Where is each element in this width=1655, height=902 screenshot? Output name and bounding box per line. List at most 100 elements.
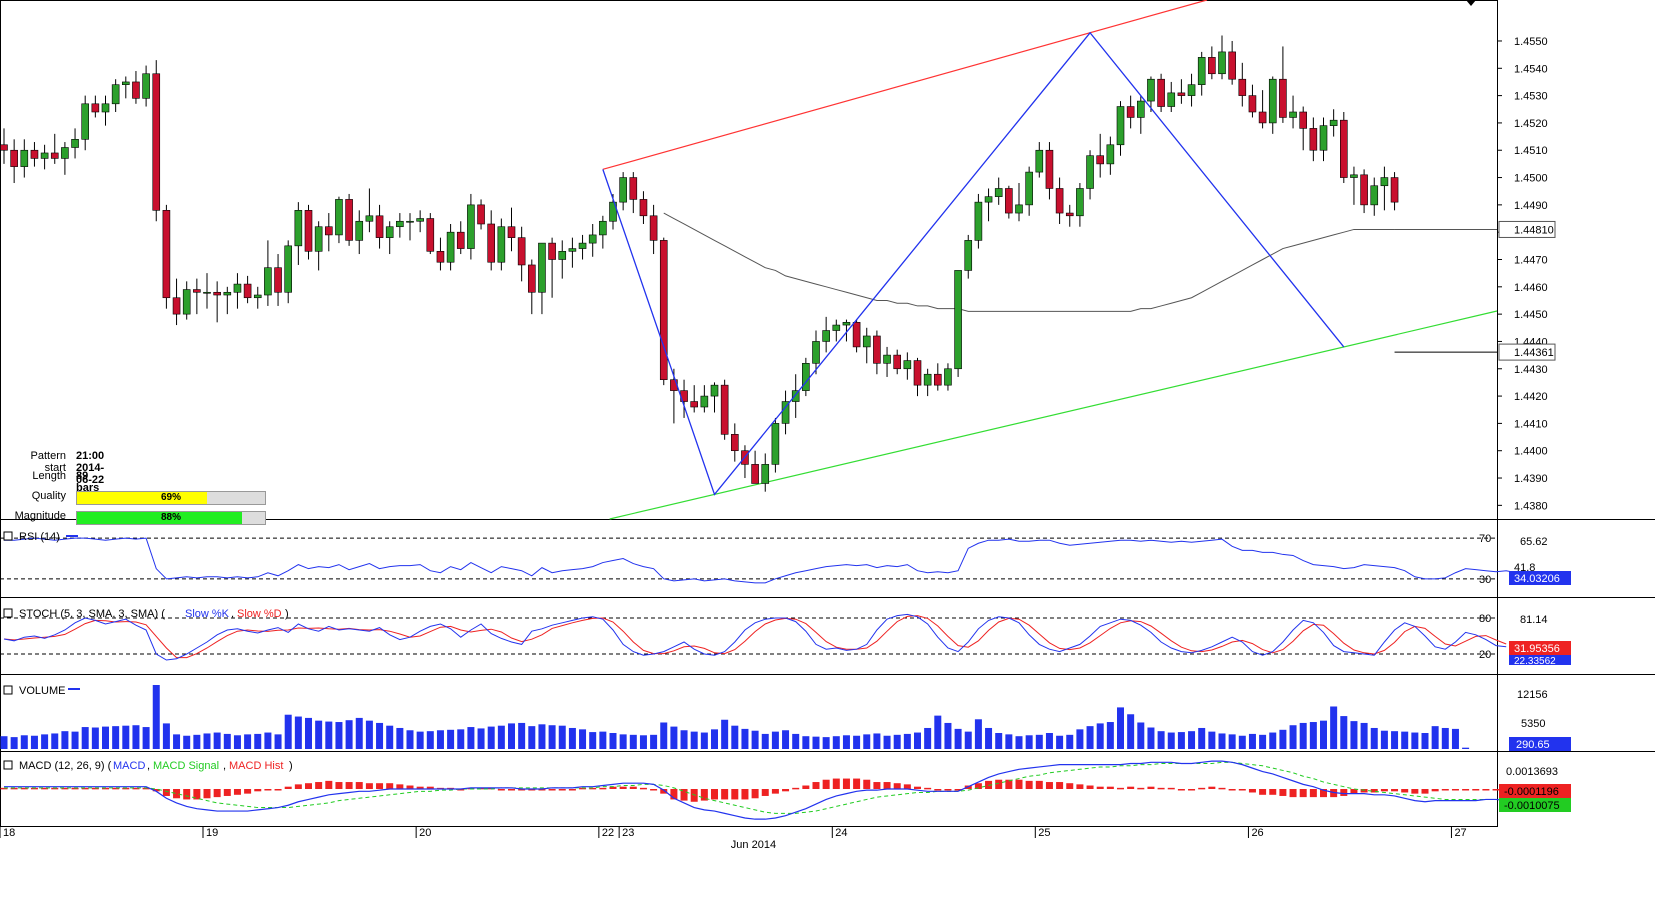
bullish-candle (1076, 188, 1084, 217)
bullish-candle (1289, 111, 1297, 118)
volume-bar (995, 733, 1003, 749)
last-price-label-box (1498, 343, 1556, 361)
volume-bar (873, 733, 881, 749)
bullish-candle (1319, 125, 1328, 151)
volume-bar (1451, 728, 1459, 749)
volume-bar (1360, 722, 1368, 749)
volume-bar (223, 733, 231, 749)
bullish-candle (81, 103, 89, 140)
volume-bar (1188, 731, 1196, 749)
x-axis-label: 26 (1251, 827, 1263, 839)
volume-bar (558, 725, 566, 749)
bearish-candle (304, 210, 313, 252)
volume-bar (528, 726, 536, 749)
bearish-candle (517, 237, 526, 266)
macd-hist-bar (497, 789, 505, 791)
macd-hist-bar (1441, 789, 1449, 791)
volume-bar (1096, 723, 1104, 749)
volume-bar (1015, 736, 1023, 749)
macd-hist-bar (51, 787, 59, 790)
volume-bar (0, 736, 8, 749)
bullish-candle (111, 84, 120, 105)
bullish-candle (101, 103, 110, 113)
bearish-candle (152, 73, 161, 211)
bullish-candle (923, 373, 932, 386)
volume-bar (477, 728, 485, 749)
volume-bar (1147, 727, 1155, 749)
bearish-candle (913, 360, 922, 386)
macd-hist-bar (599, 787, 607, 790)
macd-hist-bar (822, 779, 830, 789)
macd-hist-bar (1320, 789, 1327, 798)
bullish-candle (802, 362, 810, 391)
volume-bar (81, 727, 89, 749)
volume-bar (1279, 729, 1287, 749)
volume-bar (538, 724, 546, 749)
volume-bar (1137, 722, 1145, 749)
volume-bar (305, 717, 312, 749)
macd-hist-bar (639, 787, 647, 790)
bearish-candle (1279, 78, 1287, 118)
volume-bar (416, 731, 424, 749)
macd-hist-bar (193, 789, 201, 800)
pattern-length-label: Length (32, 470, 66, 482)
bullish-candle (40, 152, 49, 159)
macd-hist-bar (690, 789, 698, 802)
macd-hist-bar (183, 789, 191, 800)
macd-hist-bar (1137, 787, 1145, 790)
macd-hist-bar (670, 789, 678, 800)
macd-hist-bar (650, 789, 658, 791)
bearish-candle (132, 81, 140, 99)
volume-bar (71, 731, 79, 749)
bearish-candle (172, 297, 181, 315)
volume-bar (254, 733, 262, 749)
macd-hist-bar (883, 782, 891, 789)
volume-bar (467, 727, 475, 749)
rsi-current-box (1509, 571, 1571, 585)
bearish-candle (477, 204, 485, 225)
bearish-candle (1299, 111, 1307, 129)
rsi-panel-title-part-0: RSI (14) (19, 531, 60, 543)
bearish-candle (751, 464, 759, 484)
volume-bar (782, 730, 790, 749)
stoch-d-box (1509, 655, 1571, 665)
price-tick-label: 1.4470 (1514, 255, 1548, 267)
macd-hist-bar (1066, 783, 1074, 789)
price-tick-label: 1.4540 (1514, 63, 1548, 75)
stoch-d-label: 22.33562 (1514, 656, 1556, 667)
volume-bar (1259, 734, 1267, 749)
volume-bar (1025, 735, 1033, 749)
macd-hist-bar (1451, 789, 1459, 791)
bullish-candle (61, 147, 69, 159)
ma-price-label-box (1498, 220, 1556, 238)
volume-bar (1086, 726, 1094, 749)
volume-bar (1238, 735, 1246, 749)
magnitude-bar-track: 88% (76, 511, 266, 525)
macd-hist-bar (518, 789, 526, 791)
last-price-label: 1.44361 (1514, 347, 1554, 359)
bearish-candle (10, 149, 18, 167)
volume-bar (822, 737, 830, 749)
rsi-level-label: 30 (1479, 574, 1491, 586)
volume-bar (771, 731, 779, 749)
macd-hist-bar (954, 789, 962, 791)
volume-bar (1117, 707, 1124, 749)
bearish-candle (507, 226, 516, 238)
volume-bar (1198, 727, 1206, 749)
macd-panel-title-part-2: , (147, 760, 150, 772)
bearish-candle (0, 144, 8, 151)
rsi-panel-toggle-box (3, 531, 13, 541)
volume-bar (1076, 729, 1084, 749)
macd-hist-bar (1289, 789, 1297, 798)
macd-hist-label: -0.0001196 (1504, 786, 1559, 798)
macd-hist-bar (1056, 782, 1064, 789)
macd-hist-bar (386, 783, 394, 789)
bullish-candle (903, 360, 912, 370)
macd-hist-bar (761, 789, 769, 796)
bearish-candle (1177, 92, 1186, 96)
volume-bar (345, 720, 353, 749)
volume-bar (934, 715, 942, 749)
volume-panel-title-part-0: VOLUME (19, 685, 65, 697)
bearish-candle (1258, 111, 1267, 124)
